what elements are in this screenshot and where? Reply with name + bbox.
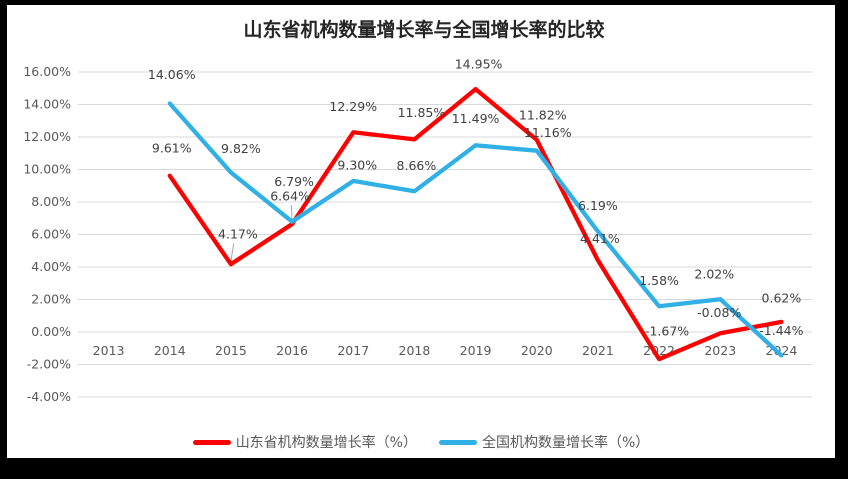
label-leader-line — [230, 243, 235, 262]
axis-labels: 16.00% 14.00% 12.00% 10.00% 8.00% 6.00% 4.00% 2… — [23, 64, 797, 404]
x-tick-label: 2021 — [582, 343, 614, 358]
data-labels: 9.61% 4.17% 6.64% 12.29% 11.85% 14.95% 11.82% 4… — [148, 57, 804, 339]
data-label: 4.17% — [218, 227, 258, 242]
data-label: 9.82% — [221, 141, 261, 156]
y-tick-label: 10.00% — [23, 162, 71, 177]
x-tick-label: 2019 — [460, 343, 492, 358]
x-tick-label: 2017 — [337, 343, 369, 358]
line-chart: 山东省机构数量增长率与全国增长率的比较 16.00% 14.00% 12.00% 10… — [23, 18, 812, 404]
data-label: 9.30% — [337, 157, 377, 172]
data-label: -0.08% — [697, 305, 741, 320]
data-label: 6.19% — [578, 198, 618, 213]
legend-label-shandong: 山东省机构数量增长率（%） — [235, 435, 417, 451]
data-label: 11.85% — [398, 105, 446, 120]
series-line-shandong — [167, 86, 784, 362]
y-tick-label: -2.00% — [27, 357, 71, 372]
x-tick-label: 2013 — [93, 343, 125, 358]
data-label: 11.16% — [524, 125, 572, 140]
data-label: 14.95% — [455, 57, 503, 72]
data-label: 6.64% — [270, 189, 310, 204]
y-tick-label: 2.00% — [31, 292, 71, 307]
series-lines — [167, 86, 784, 362]
y-tick-label: 6.00% — [31, 227, 71, 242]
data-label: -1.44% — [759, 323, 803, 338]
legend-item-shandong: 山东省机构数量增长率（%） — [192, 432, 417, 452]
legend-item-national: 全国机构数量增长率（%） — [439, 432, 649, 452]
data-label: 11.82% — [519, 107, 567, 122]
x-tick-label: 2023 — [704, 343, 736, 358]
y-tick-label: 4.00% — [31, 259, 71, 274]
data-label: 6.79% — [274, 174, 314, 189]
data-label: 14.06% — [148, 67, 196, 82]
y-tick-label: 0.00% — [31, 324, 71, 339]
x-tick-label: 2018 — [399, 343, 431, 358]
gridlines — [78, 71, 812, 398]
x-tick-label: 2015 — [215, 343, 247, 358]
y-tick-label: 12.00% — [23, 129, 71, 144]
legend-swatch-shandong — [192, 439, 231, 445]
chart-title: 山东省机构数量增长率与全国增长率的比较 — [243, 18, 604, 41]
data-label: 4.41% — [580, 231, 620, 246]
data-label: 2.02% — [694, 267, 734, 282]
data-label: 1.58% — [639, 273, 679, 288]
data-label: 0.62% — [762, 290, 802, 305]
y-tick-label: 16.00% — [23, 64, 71, 79]
y-tick-label: 8.00% — [31, 194, 71, 209]
data-label: 9.61% — [152, 140, 192, 155]
data-label: 8.66% — [397, 158, 437, 173]
x-tick-label: 2016 — [276, 343, 308, 358]
legend-label-national: 全国机构数量增长率（%） — [482, 435, 650, 451]
legend-swatch-national — [439, 439, 477, 445]
x-tick-label: 2014 — [154, 343, 186, 358]
data-label: 12.29% — [329, 99, 377, 114]
data-label: -1.67% — [645, 324, 689, 339]
x-tick-label: 2020 — [521, 343, 553, 358]
data-label: 11.49% — [452, 111, 500, 126]
chart-panel: 山东省机构数量增长率与全国增长率的比较 16.00% 14.00% 12.00% 10… — [7, 5, 835, 458]
y-tick-label: 14.00% — [23, 97, 71, 112]
chart-legend: 山东省机构数量增长率（%） 全国机构数量增长率（%） — [7, 430, 835, 454]
label-leader-line — [290, 205, 293, 222]
series-line-national — [167, 101, 784, 358]
y-tick-label: -4.00% — [27, 389, 71, 404]
